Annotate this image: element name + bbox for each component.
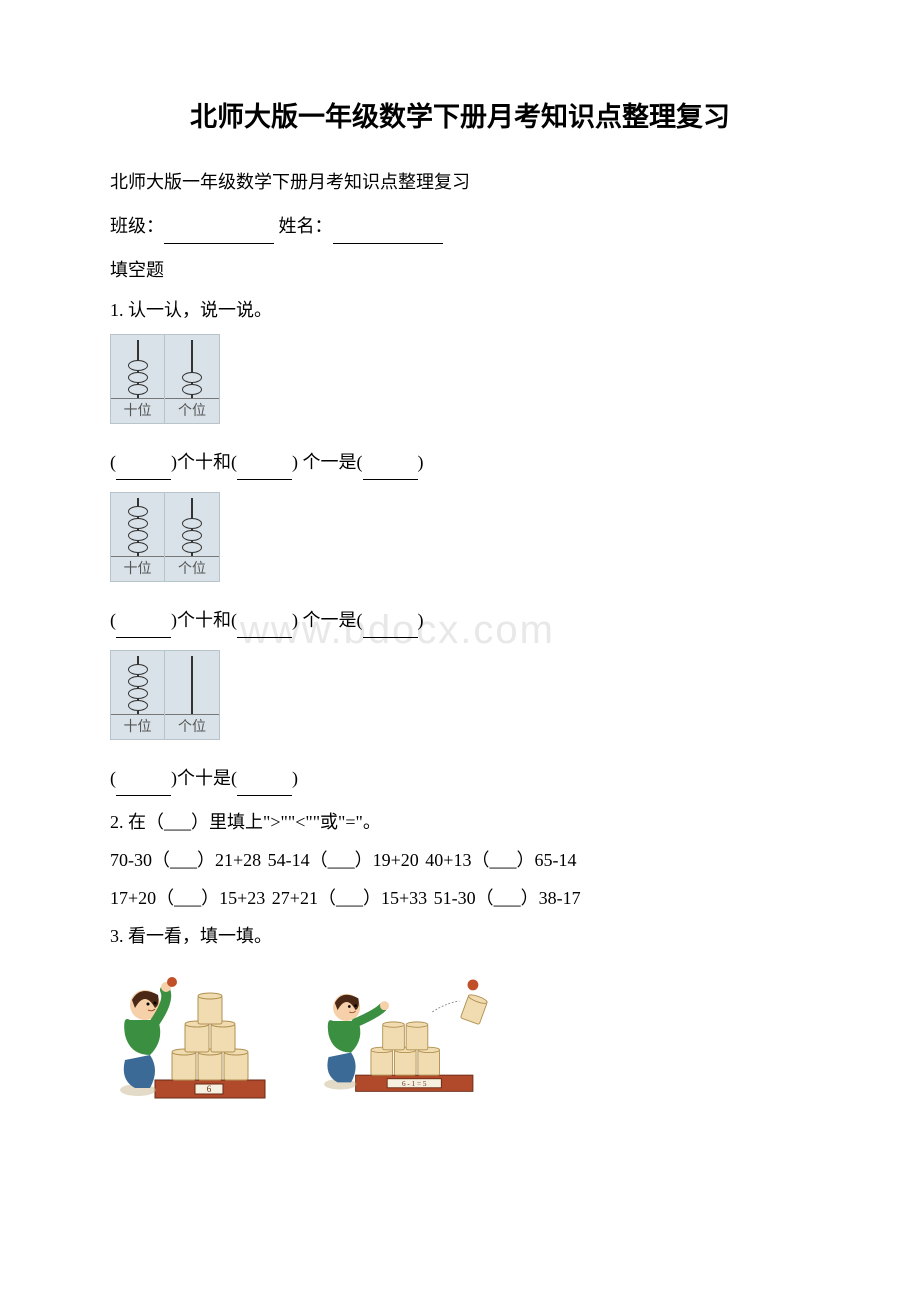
blank[interactable] xyxy=(237,618,292,638)
fill-line-2: ()个十和() 个一是() www.bdocx.com xyxy=(110,602,810,638)
blank[interactable] xyxy=(116,618,171,638)
blank[interactable] xyxy=(237,776,292,796)
abacus-3: 十位 个位 xyxy=(110,650,220,740)
ones-label: 个位 xyxy=(165,714,219,739)
abacus-2: 十位 个位 xyxy=(110,492,220,582)
blank[interactable] xyxy=(116,460,171,480)
compare-line-1: 70-30（___）21+28 54-14（___）19+20 40+13（__… xyxy=(110,842,810,878)
blank[interactable] xyxy=(363,618,418,638)
illustration-2: 6 - 1 = 5 xyxy=(315,960,500,1100)
name-label: 姓名： xyxy=(279,216,333,236)
illustration-1: 6 xyxy=(110,960,295,1100)
question-1: 1. 认一认，说一说。 xyxy=(110,292,810,328)
blank[interactable] xyxy=(237,460,292,480)
section-title: 填空题 xyxy=(110,252,810,288)
abacus-1: 十位 个位 xyxy=(110,334,220,424)
page-title: 北师大版一年级数学下册月考知识点整理复习 xyxy=(110,90,810,144)
svg-text:6: 6 xyxy=(207,1084,212,1094)
question-3: 3. 看一看，填一填。 xyxy=(110,918,810,954)
info-line: 班级： 姓名： xyxy=(110,208,810,244)
blank[interactable] xyxy=(116,776,171,796)
tens-label: 十位 xyxy=(111,556,164,581)
compare-line-2: 17+20（___）15+23 27+21（___）15+33 51-30（__… xyxy=(110,880,810,916)
tens-label: 十位 xyxy=(111,398,164,423)
class-label: 班级： xyxy=(110,216,164,236)
ones-label: 个位 xyxy=(165,556,219,581)
tens-label: 十位 xyxy=(111,714,164,739)
fill-line-1: ()个十和() 个一是() xyxy=(110,444,810,480)
ones-label: 个位 xyxy=(165,398,219,423)
name-blank[interactable] xyxy=(333,224,443,244)
illustration-row: 6 xyxy=(110,960,810,1100)
subtitle: 北师大版一年级数学下册月考知识点整理复习 xyxy=(110,164,810,200)
svg-text:6 - 1 = 5: 6 - 1 = 5 xyxy=(402,1080,427,1088)
blank[interactable] xyxy=(363,460,418,480)
fill-line-3: ()个十是() xyxy=(110,760,810,796)
question-2: 2. 在（___）里填上">""<""或"="。 xyxy=(110,804,810,840)
class-blank[interactable] xyxy=(164,224,274,244)
